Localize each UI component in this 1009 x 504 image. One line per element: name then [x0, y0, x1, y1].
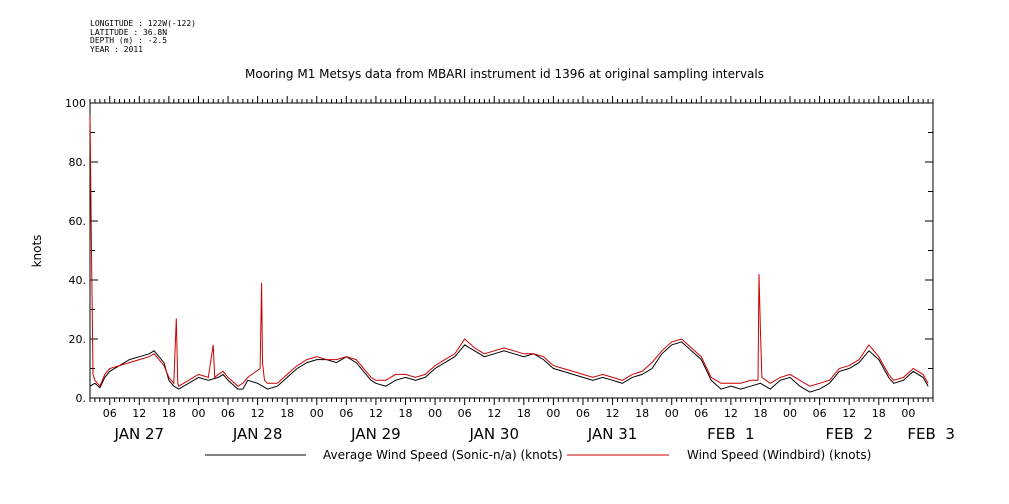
- x-day-label: JAN 29: [350, 425, 401, 443]
- y-tick-label: 80.: [69, 156, 87, 169]
- x-day-label: JAN 27: [114, 425, 165, 443]
- y-tick-label: 100: [65, 97, 86, 110]
- y-tick-label: 20.: [69, 333, 87, 346]
- x-tick-label: 00: [428, 407, 442, 420]
- x-tick-label: 12: [724, 407, 738, 420]
- metadata-block: LONGITUDE : 122W(-122) LATITUDE : 36.8N …: [90, 19, 196, 54]
- x-tick-label: 18: [162, 407, 176, 420]
- x-tick-label: 12: [369, 407, 383, 420]
- latitude-text: LATITUDE : 36.8N: [90, 27, 168, 37]
- depth-text: DEPTH (m) : -2.5: [90, 36, 168, 45]
- x-tick-label: 18: [635, 407, 649, 420]
- legend-label-2: Wind Speed (Windbird) (knots): [687, 448, 871, 462]
- x-tick-label: 00: [546, 407, 560, 420]
- y-tick-label: 40.: [69, 274, 87, 287]
- y-axis: 0. 20. 40. 60. 80. 100: [65, 97, 933, 405]
- x-tick-label: 18: [399, 407, 413, 420]
- longitude-text: LONGITUDE : 122W(-122): [90, 19, 196, 28]
- x-tick-label: 06: [221, 407, 235, 420]
- x-tick-label: 18: [753, 407, 767, 420]
- x-tick-label: 18: [872, 407, 886, 420]
- x-tick-label: 12: [132, 407, 146, 420]
- x-tick-label: 00: [191, 407, 205, 420]
- x-day-label: JAN 31: [587, 425, 638, 443]
- x-tick-label: 12: [842, 407, 856, 420]
- chart-title: Mooring M1 Metsys data from MBARI instru…: [245, 67, 764, 81]
- x-tick-label: 06: [458, 407, 472, 420]
- y-tick-label: 0.: [76, 392, 87, 405]
- y-axis-label: knots: [30, 235, 44, 268]
- x-day-label: FEB 3: [907, 425, 954, 443]
- x-tick-label: 12: [487, 407, 501, 420]
- x-tick-label: 06: [813, 407, 827, 420]
- x-day-label: FEB 1: [707, 425, 754, 443]
- x-tick-label: 18: [517, 407, 531, 420]
- x-tick-label: 00: [310, 407, 324, 420]
- x-tick-label: 00: [665, 407, 679, 420]
- x-tick-label: 12: [251, 407, 265, 420]
- x-axis: 06 12 18 00 06 12 18 00 06 12 18 00 06 12 18 00 06 12 18 00…: [89, 96, 955, 443]
- series-line-1: [89, 341, 929, 393]
- x-tick-label: 06: [339, 407, 353, 420]
- x-tick-label: 00: [901, 407, 915, 420]
- x-tick-label: 00: [783, 407, 797, 420]
- x-tick-label: 06: [576, 407, 590, 420]
- x-tick-label: 06: [103, 407, 117, 420]
- x-day-label: JAN 28: [232, 425, 283, 443]
- x-tick-label: 06: [694, 407, 708, 420]
- x-tick-label: 18: [280, 407, 294, 420]
- x-day-label: FEB 2: [825, 425, 872, 443]
- year-text: YEAR : 2011: [90, 44, 143, 54]
- plot-border: [89, 102, 934, 399]
- series-line-2: [89, 114, 929, 388]
- legend: Average Wind Speed (Sonic-n/a) (knots) Wi…: [205, 448, 871, 462]
- x-day-label: JAN 30: [468, 425, 519, 443]
- series-layer: [89, 114, 929, 393]
- plot-frame: [89, 102, 934, 399]
- x-tick-label: 12: [606, 407, 620, 420]
- y-tick-label: 60.: [69, 215, 87, 228]
- legend-label-1: Average Wind Speed (Sonic-n/a) (knots): [323, 448, 563, 462]
